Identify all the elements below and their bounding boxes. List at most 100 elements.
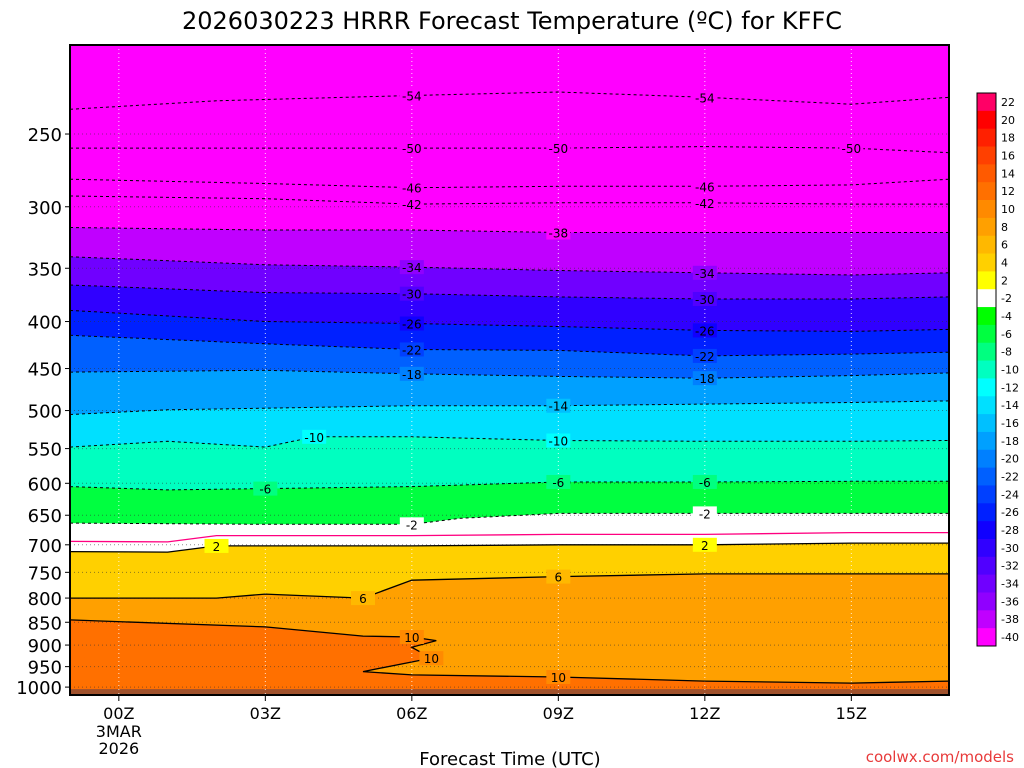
contour--54: [70, 91, 949, 110]
x-tick-label: 03Z: [250, 704, 281, 723]
x-tick-label: 12Z: [689, 704, 720, 723]
contour-label: 10: [424, 652, 439, 666]
contour-label: -26: [695, 324, 715, 338]
x-tick-sublabel: 3MAR: [96, 722, 142, 741]
colorbar-label: -38: [1001, 613, 1019, 626]
colorbar-label: 22: [1001, 96, 1015, 109]
contour-label-bg: [692, 537, 717, 552]
contour--2: [70, 512, 949, 525]
contour--26: [70, 309, 949, 332]
band-fill: [70, 619, 949, 695]
contour-label: -2: [699, 507, 711, 521]
contour--10: [70, 436, 949, 448]
colorbar-label: -24: [1001, 488, 1019, 501]
contour-label-bg: [692, 90, 717, 105]
y-tick-label: 850: [28, 613, 62, 634]
contour-label: -34: [695, 267, 715, 281]
band-warm-core: [70, 655, 200, 695]
colorbar-swatch: [977, 592, 996, 611]
colorbar-swatch: [977, 449, 996, 469]
colorbar-label: -10: [1001, 364, 1019, 377]
contour-label: 10: [404, 631, 419, 645]
contour-label-bg: [204, 538, 229, 553]
y-tick-label: 900: [28, 636, 62, 657]
y-tick-label: 400: [28, 313, 62, 334]
colorbar-swatch: [977, 271, 996, 290]
colorbar-swatch: [977, 556, 996, 576]
contour-6: [70, 573, 949, 599]
colorbar-label: -20: [1001, 453, 1019, 466]
colorbar-label: -8: [1001, 346, 1012, 359]
y-tick-label: 250: [28, 125, 62, 146]
colorbar-label: -14: [1001, 399, 1019, 412]
colorbar-swatch: [977, 93, 996, 112]
contour-label: -6: [699, 476, 711, 490]
contour-label: -54: [695, 91, 715, 105]
colorbar-swatch: [977, 521, 996, 540]
contour-label-bg: [839, 141, 864, 156]
colorbar-swatch: [977, 200, 996, 219]
y-tick-label: 950: [28, 658, 62, 679]
y-tick-label: 650: [28, 506, 62, 527]
colorbar-label: -4: [1001, 310, 1012, 323]
y-tick-label: 350: [28, 259, 62, 280]
contour-label-bg: [692, 474, 717, 489]
contour-label-bg: [546, 225, 571, 240]
y-tick-label: 450: [28, 360, 62, 381]
colorbar-swatch: [977, 467, 996, 486]
credit-text: coolwx.com/models: [866, 748, 1014, 766]
colorbar-frame: [976, 92, 997, 647]
contour-label-bg: [399, 342, 424, 357]
contour-label-bg: [399, 517, 424, 532]
contour-label-bg: [546, 669, 571, 684]
contour-label: -42: [695, 197, 715, 211]
contour-label-bg: [692, 323, 717, 338]
colorbar-label: -40: [1001, 631, 1019, 644]
colorbar-label: -16: [1001, 417, 1019, 430]
colorbar-swatch: [977, 146, 996, 165]
contour-label-bg: [399, 141, 424, 156]
colorbar-label: 14: [1001, 167, 1015, 180]
contour-label: -6: [552, 476, 564, 490]
contour-label: -34: [402, 261, 422, 275]
contour--18: [70, 369, 949, 379]
contour-label: -50: [402, 142, 422, 156]
colorbar-label: 20: [1001, 114, 1015, 127]
contour-label: -2: [406, 518, 418, 532]
colorbar-swatch: [977, 164, 996, 183]
colorbar-swatch: [977, 110, 996, 130]
contour-label: -10: [549, 435, 569, 449]
y-axis: 2503003504004505005506006507007508008509…: [16, 125, 70, 699]
contour-label-bg: [399, 197, 424, 212]
colorbar-label: -22: [1001, 471, 1019, 484]
contour-label-bg: [399, 316, 424, 331]
contour--34: [70, 256, 949, 276]
colorbar-label: 12: [1001, 185, 1015, 198]
colorbar-swatch: [977, 431, 996, 451]
contour-label: -18: [402, 368, 422, 382]
chart-title: 2026030223 HRRR Forecast Temperature (ºC…: [182, 7, 842, 35]
colorbar-swatch: [977, 253, 996, 272]
contour-label: -50: [549, 142, 569, 156]
contour-label: 6: [359, 592, 367, 606]
x-tick-sublabel: 2026: [98, 739, 139, 758]
contour-label-bg: [546, 398, 571, 413]
contour-label-bg: [253, 481, 278, 496]
y-tick-label: 700: [28, 536, 62, 557]
contour-label-bg: [399, 286, 424, 301]
colorbar: 22 20 18 16 14 12 10 8 6 4 2 -2 -4 -6 -8 -10 -12 -14 -16 -1…: [976, 92, 1019, 647]
y-tick-label: 300: [28, 198, 62, 219]
temperature-fill: [70, 45, 949, 695]
colorbar-label: 8: [1001, 221, 1008, 234]
contour-label: -22: [402, 343, 422, 357]
freezing-line: [70, 531, 949, 543]
colorbar-swatch: [977, 378, 996, 397]
contour-label-bg: [399, 260, 424, 275]
contour-label-bg: [399, 88, 424, 103]
y-tick-label: 1000: [16, 678, 62, 699]
colorbar-label: -30: [1001, 542, 1019, 555]
colorbar-label: 4: [1001, 256, 1008, 269]
x-tick-label: 00Z: [103, 704, 134, 723]
contour--46: [70, 178, 949, 189]
